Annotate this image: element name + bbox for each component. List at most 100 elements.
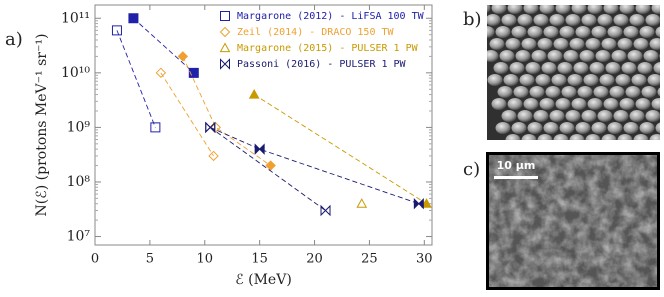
bead: [487, 14, 501, 26]
bead: [577, 86, 593, 98]
bead: [553, 38, 569, 50]
bead: [527, 26, 543, 38]
marker: [220, 58, 230, 70]
bead: [557, 62, 573, 74]
bead: [605, 62, 621, 74]
bead: [517, 110, 533, 122]
bead: [513, 86, 529, 98]
x-tick-label: 0: [91, 252, 99, 267]
bead: [635, 5, 651, 14]
bead: [553, 134, 569, 140]
bead: [631, 74, 647, 86]
bead: [651, 5, 660, 14]
series-line: [116, 30, 156, 128]
bead: [603, 5, 619, 14]
marker: [219, 26, 231, 38]
marker: [150, 122, 161, 133]
bead: [539, 5, 555, 14]
sem-beads: [487, 5, 660, 140]
bead: [533, 14, 549, 26]
bead: [643, 50, 659, 62]
y-tick-label: 10¹⁰: [61, 65, 90, 81]
bead: [617, 38, 633, 50]
bead: [617, 134, 633, 140]
marker: [208, 150, 219, 162]
bead: [587, 5, 603, 14]
bead: [607, 26, 623, 38]
bead: [535, 74, 551, 86]
bead: [529, 86, 545, 98]
bead: [571, 5, 587, 14]
bead: [591, 122, 607, 134]
bead: [487, 74, 503, 86]
bead: [541, 62, 557, 74]
bead: [523, 98, 539, 110]
bead: [503, 74, 519, 86]
bead: [645, 110, 660, 122]
bead: [567, 74, 583, 86]
bead: [601, 38, 617, 50]
bead: [543, 122, 559, 134]
bead: [543, 26, 559, 38]
marker: [413, 197, 424, 210]
bead: [625, 86, 641, 98]
marker: [265, 160, 276, 171]
bead: [565, 110, 581, 122]
legend-label: Zeil (2014) - DRACO 150 TW: [237, 27, 395, 38]
panel-label: b): [463, 9, 482, 30]
bead: [635, 98, 651, 110]
bead: [619, 5, 635, 14]
bead: [607, 122, 623, 134]
x-tick-label: 30: [416, 252, 433, 267]
marker: [155, 67, 167, 79]
bead: [611, 50, 627, 62]
marker: [248, 89, 260, 99]
scale-bar: [494, 176, 538, 179]
bead: [505, 134, 521, 140]
bead: [515, 50, 531, 62]
bead: [633, 134, 649, 140]
y-tick-label: 10¹¹: [61, 10, 90, 26]
bead: [489, 38, 505, 50]
series-line: [182, 56, 271, 166]
bead: [563, 50, 579, 62]
y-tick-label: 10⁸: [67, 174, 91, 190]
x-tick-label: 20: [306, 252, 323, 267]
bead: [531, 50, 547, 62]
bead: [619, 98, 635, 110]
bead: [549, 14, 565, 26]
y-axis-label: N(ℰ) (protons MeV⁻¹ sr⁻¹): [34, 34, 50, 217]
bead: [649, 38, 660, 50]
bead: [559, 26, 575, 38]
marker: [210, 122, 221, 133]
bead: [565, 14, 581, 26]
panel-label: c): [463, 159, 480, 180]
bead: [613, 110, 629, 122]
sem-texture: [489, 155, 657, 287]
bead: [583, 74, 599, 86]
bead: [597, 14, 613, 26]
bead: [493, 62, 509, 74]
bead: [495, 122, 511, 134]
bead: [569, 134, 585, 140]
bead: [581, 14, 597, 26]
bead: [593, 86, 609, 98]
bead: [615, 74, 631, 86]
bead: [549, 110, 565, 122]
bead: [521, 134, 537, 140]
series-line: [160, 72, 214, 157]
bead: [499, 50, 515, 62]
y-tick-label: 10⁹: [67, 119, 91, 135]
marker: [111, 25, 122, 36]
bead: [491, 98, 507, 110]
bead: [487, 5, 491, 14]
bead: [559, 122, 575, 134]
bead: [575, 122, 591, 134]
bead: [575, 26, 591, 38]
marker: [128, 13, 139, 24]
bead: [603, 98, 619, 110]
bead: [569, 38, 585, 50]
bead: [639, 122, 655, 134]
bead: [579, 50, 595, 62]
